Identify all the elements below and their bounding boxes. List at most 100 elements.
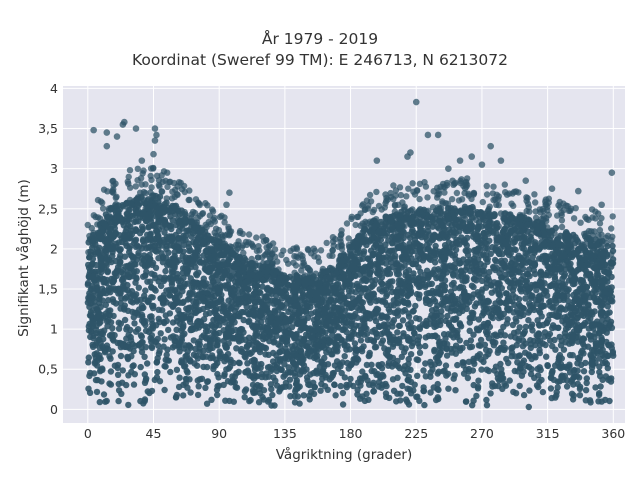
data-point (522, 278, 530, 285)
data-point (400, 256, 407, 263)
data-point (329, 372, 336, 379)
data-point (483, 396, 490, 404)
data-point (145, 328, 153, 335)
data-point (495, 314, 503, 322)
data-point (348, 332, 355, 339)
data-point (117, 352, 125, 360)
data-point (176, 374, 183, 381)
data-point (595, 391, 603, 399)
data-point (601, 295, 609, 303)
data-point (504, 305, 511, 312)
data-point (546, 236, 553, 243)
data-point (536, 349, 543, 357)
data-point (609, 242, 616, 250)
data-point (485, 367, 493, 375)
data-point (96, 398, 104, 406)
data-point (324, 318, 331, 325)
data-point (432, 396, 440, 404)
data-point (352, 345, 359, 352)
data-point (547, 385, 555, 392)
data-point (544, 263, 551, 270)
data-point (101, 327, 108, 334)
data-point (236, 279, 243, 286)
data-point (567, 331, 575, 338)
data-point (492, 244, 499, 252)
data-point (273, 280, 281, 288)
data-point (468, 343, 476, 350)
data-point (359, 393, 366, 400)
data-point (432, 305, 440, 312)
data-point (474, 326, 481, 334)
data-point (330, 346, 337, 353)
data-point (290, 359, 297, 366)
data-point (362, 315, 369, 323)
data-point (570, 381, 577, 388)
data-point (470, 381, 477, 389)
data-point (121, 316, 129, 324)
data-point (496, 269, 503, 277)
data-point (395, 322, 403, 330)
data-point (556, 378, 563, 385)
data-point (598, 337, 605, 344)
data-point (138, 348, 146, 356)
data-point (127, 333, 134, 341)
data-point (484, 245, 491, 252)
data-point (463, 339, 470, 347)
data-point (300, 392, 307, 399)
data-point (477, 336, 485, 344)
data-point (125, 273, 132, 280)
data-point (541, 329, 549, 336)
data-point (288, 324, 296, 331)
data-point (371, 344, 379, 351)
data-point (508, 259, 515, 267)
data-point (394, 374, 401, 381)
data-point (572, 373, 579, 380)
data-point (523, 362, 530, 370)
data-point (412, 242, 419, 249)
data-point (382, 286, 390, 293)
data-point (565, 286, 572, 293)
data-point (217, 296, 225, 303)
data-point (116, 206, 123, 213)
data-point (519, 343, 527, 350)
data-point (539, 388, 547, 396)
data-point (389, 343, 397, 350)
data-point (325, 299, 332, 306)
data-point (321, 354, 328, 362)
data-point (372, 260, 379, 268)
data-point (576, 300, 583, 307)
data-point (268, 287, 275, 294)
data-point (296, 358, 304, 366)
data-point (224, 281, 232, 288)
data-point (166, 233, 173, 240)
data-point (265, 297, 272, 304)
data-point (194, 355, 201, 362)
data-point (518, 234, 526, 242)
data-point (121, 253, 129, 260)
data-point (478, 366, 485, 373)
data-point (230, 398, 237, 405)
data-point (300, 368, 308, 375)
data-point (397, 397, 404, 404)
data-point (386, 333, 393, 340)
data-point (398, 353, 405, 360)
data-point (556, 313, 563, 320)
data-point (539, 253, 546, 260)
data-point (142, 344, 149, 351)
data-point (609, 350, 616, 357)
data-point (453, 329, 460, 337)
data-point (453, 236, 460, 243)
data-point (191, 249, 198, 257)
data-point (336, 297, 344, 305)
data-point (161, 362, 168, 370)
data-point (538, 313, 545, 320)
data-point (208, 352, 216, 359)
data-point (456, 241, 463, 248)
data-point (326, 312, 334, 319)
data-point (120, 271, 127, 278)
data-point (199, 353, 207, 361)
data-point (522, 249, 529, 257)
data-point (540, 302, 548, 309)
data-point (492, 300, 499, 307)
data-point (457, 283, 464, 291)
